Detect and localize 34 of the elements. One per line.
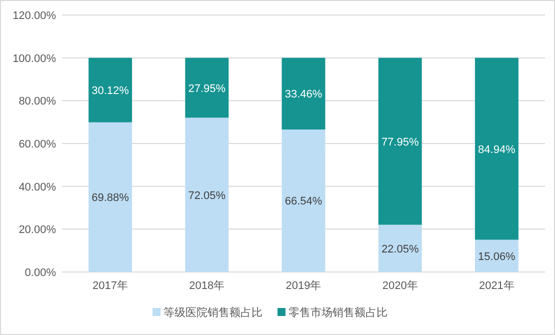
- y-tick-label: 40.00%: [18, 181, 56, 194]
- bar: [282, 58, 326, 130]
- y-tick-label: 20.00%: [18, 224, 56, 236]
- legend-label: 等级医院销售额占比: [164, 306, 262, 319]
- data-label: 33.46%: [284, 88, 322, 101]
- bar: [474, 58, 518, 240]
- data-label: 27.95%: [188, 82, 226, 95]
- data-label: 66.54%: [284, 196, 322, 208]
- data-label: 15.06%: [478, 250, 516, 263]
- x-tick-label: 2021年: [478, 280, 514, 292]
- legend-label: 零售市场销售额占比: [288, 306, 388, 319]
- x-tick-label: 2017年: [92, 280, 128, 292]
- y-tick-label: 60.00%: [18, 138, 56, 150]
- data-label: 72.05%: [188, 190, 226, 202]
- bar: [185, 118, 229, 272]
- x-tick-label: 2020年: [382, 280, 418, 292]
- x-tick-label: 2018年: [189, 280, 225, 292]
- data-label: 69.88%: [92, 192, 130, 204]
- bar: [185, 58, 229, 118]
- data-label: 84.94%: [478, 144, 516, 156]
- bar: [378, 224, 422, 272]
- bar: [378, 58, 422, 225]
- x-tick-label: 2019年: [286, 280, 322, 292]
- y-tick-label: 80.00%: [18, 96, 56, 108]
- bar: [88, 122, 132, 272]
- bar: [88, 58, 132, 122]
- y-tick-label: 0.00%: [24, 267, 56, 279]
- y-tick-label: 120.00%: [12, 10, 56, 22]
- data-label: 30.12%: [92, 85, 130, 98]
- data-label: 22.05%: [381, 243, 419, 256]
- y-tick-label: 100.00%: [12, 52, 56, 65]
- data-label: 77.95%: [381, 136, 419, 148]
- bar: [474, 240, 518, 272]
- bar: [282, 129, 326, 272]
